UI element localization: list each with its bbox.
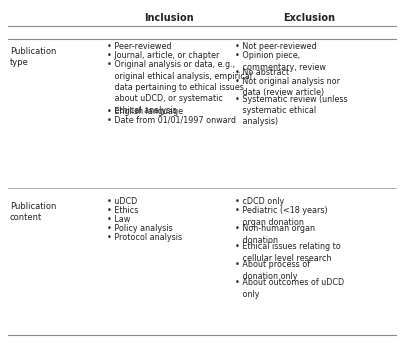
Text: • No abstract: • No abstract xyxy=(235,68,289,77)
Text: • Not original analysis nor
   data (review article): • Not original analysis nor data (review… xyxy=(235,77,340,97)
Text: Exclusion: Exclusion xyxy=(283,13,335,23)
Text: Publication
content: Publication content xyxy=(10,202,56,222)
Text: Publication
type: Publication type xyxy=(10,46,56,67)
Text: • uDCD: • uDCD xyxy=(107,197,137,206)
Text: • Ethics: • Ethics xyxy=(107,206,138,215)
Text: • Journal, article, or chapter: • Journal, article, or chapter xyxy=(107,51,219,60)
Text: Inclusion: Inclusion xyxy=(144,13,194,23)
Text: • Ethical issues relating to
   cellular level research: • Ethical issues relating to cellular le… xyxy=(235,242,341,263)
Text: • Systematic review (unless
   systematic ethical
   analysis): • Systematic review (unless systematic e… xyxy=(235,95,348,126)
Text: • Protocol analysis: • Protocol analysis xyxy=(107,233,182,242)
Text: • Opinion piece,
   commentary, review: • Opinion piece, commentary, review xyxy=(235,51,326,71)
Text: • About process of
   donation only: • About process of donation only xyxy=(235,260,310,281)
Text: • Peer-reviewed: • Peer-reviewed xyxy=(107,42,172,51)
Text: • Original analysis or data, e.g.,
   original ethical analysis, empirical
   da: • Original analysis or data, e.g., origi… xyxy=(107,60,252,115)
Text: • Law: • Law xyxy=(107,215,130,224)
Text: • English language: • English language xyxy=(107,107,183,116)
Text: • About outcomes of uDCD
   only: • About outcomes of uDCD only xyxy=(235,278,344,298)
Text: • Pediatric (<18 years)
   organ donation: • Pediatric (<18 years) organ donation xyxy=(235,206,328,227)
Text: • Policy analysis: • Policy analysis xyxy=(107,224,172,233)
Text: • Not peer-reviewed: • Not peer-reviewed xyxy=(235,42,317,51)
Text: • Non-human organ
   donation: • Non-human organ donation xyxy=(235,224,315,245)
Text: • Date from 01/01/1997 onward: • Date from 01/01/1997 onward xyxy=(107,116,236,125)
Text: • cDCD only: • cDCD only xyxy=(235,197,284,206)
